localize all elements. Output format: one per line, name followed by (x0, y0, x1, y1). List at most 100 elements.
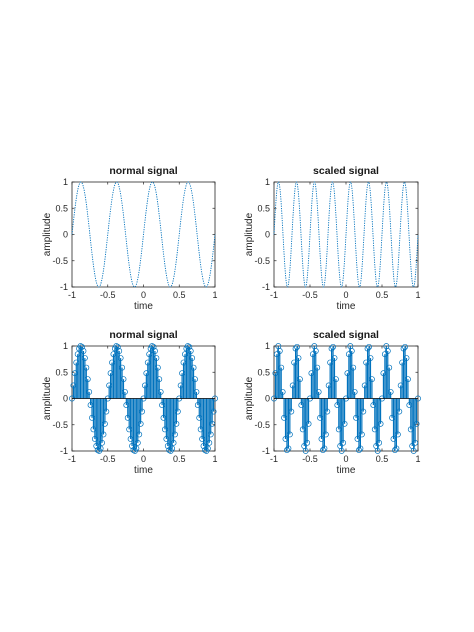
stem-marker (292, 345, 299, 352)
chart-1: -1 -0.5 0 0.5 1 -1 -0.5 0 0.5 1 normal signal time a… (42, 165, 218, 312)
stem-marker (97, 445, 104, 452)
y-tick-label: -0.5 (254, 256, 270, 266)
stem-marker (376, 439, 383, 446)
x-tick-label: -1 (68, 454, 76, 464)
stem-marker (192, 376, 198, 383)
stem-marker (136, 431, 143, 438)
stem-marker (294, 343, 300, 350)
x-tick-label: 1 (212, 454, 217, 464)
x-tick-label: 0.5 (376, 454, 389, 464)
stem-marker (210, 408, 217, 415)
stem-marker (393, 445, 400, 452)
x-tick-label: -1 (270, 290, 278, 300)
stem-marker (133, 445, 140, 452)
stem-marker (394, 431, 401, 438)
stem-marker (402, 343, 408, 350)
stem-marker (120, 376, 127, 383)
x-tick-label: 0.5 (173, 454, 186, 464)
x-tick-label: -0.5 (302, 290, 318, 300)
stem-marker (193, 388, 200, 395)
stem-marker (157, 388, 164, 395)
stem-marker (288, 408, 295, 415)
stem-marker (190, 364, 197, 371)
stem-marker (134, 439, 141, 446)
signal-line (71, 181, 216, 288)
chart-title: scaled signal (313, 165, 379, 177)
stem-marker (322, 431, 329, 438)
stem-marker (173, 420, 180, 427)
stem-marker (340, 439, 347, 446)
y-tick-label: 0.5 (55, 367, 68, 377)
stem-marker (396, 408, 403, 415)
x-tick-label: 1 (415, 290, 420, 300)
x-tick-label: 1 (415, 454, 420, 464)
stem-marker (150, 343, 157, 350)
stem-marker (305, 420, 312, 427)
stem-marker (99, 439, 105, 446)
stem-marker (156, 376, 163, 383)
signal-line (273, 181, 419, 288)
stem-marker (84, 376, 91, 383)
stem-marker (189, 355, 196, 361)
series-1 (71, 181, 216, 288)
stem-marker (186, 343, 193, 350)
y-tick-label: -0.5 (52, 420, 68, 430)
stem-marker (356, 447, 362, 454)
stem-marker (374, 447, 381, 454)
stem-marker (209, 420, 216, 427)
stem-marker (170, 439, 177, 446)
stem-marker (119, 364, 126, 371)
series-3 (69, 343, 218, 454)
y-tick-label: 0.5 (55, 203, 68, 213)
stem-marker (338, 447, 345, 454)
x-tick-label: -1 (270, 454, 278, 464)
stem-marker (94, 447, 101, 454)
series-2 (273, 181, 419, 288)
stem-marker (360, 408, 367, 415)
x-tick-label: 0.5 (376, 290, 389, 300)
stem-marker (101, 420, 108, 427)
stem-marker (296, 376, 303, 383)
stem-marker (350, 364, 357, 371)
stem-marker (412, 439, 419, 446)
stem-marker (276, 348, 283, 354)
stem-marker (304, 439, 311, 446)
x-tick-label: -0.5 (302, 454, 318, 464)
stem-marker (187, 348, 194, 354)
stem-marker (139, 408, 146, 415)
stem-marker (174, 408, 181, 415)
stem-marker (332, 376, 339, 383)
stem-marker (149, 343, 156, 350)
y-tick-label: 1 (63, 177, 68, 187)
stem-marker (331, 355, 338, 361)
stem-marker (278, 364, 285, 371)
stem-marker (286, 431, 293, 438)
stem-marker (413, 420, 420, 427)
stem-marker (366, 343, 372, 350)
stem-marker (172, 431, 178, 438)
stem-marker (295, 355, 302, 361)
y-tick-label: 1 (265, 341, 270, 351)
stem-marker (77, 343, 84, 350)
stem-marker (153, 355, 160, 361)
stem-marker (403, 355, 410, 361)
y-tick-label: -1 (60, 446, 68, 456)
stem-marker (204, 445, 211, 452)
stem-marker (284, 447, 290, 454)
x-tick-label: 0 (343, 290, 348, 300)
stem-marker (387, 388, 394, 395)
stem-marker (137, 420, 144, 427)
y-tick-label: -1 (60, 282, 68, 292)
x-axis-label: time (134, 301, 153, 312)
stem-marker (151, 348, 158, 354)
stem-marker (169, 445, 176, 452)
series-4 (271, 343, 421, 454)
stem-marker (348, 348, 355, 354)
y-tick-label: 0.5 (257, 367, 270, 377)
stem-marker (206, 439, 213, 446)
chart-3: -1 -0.5 0 0.5 1 -1 -0.5 0 0.5 1 normal signal time a… (42, 329, 218, 476)
stem-marker (114, 343, 121, 350)
x-tick-label: -1 (68, 290, 76, 300)
